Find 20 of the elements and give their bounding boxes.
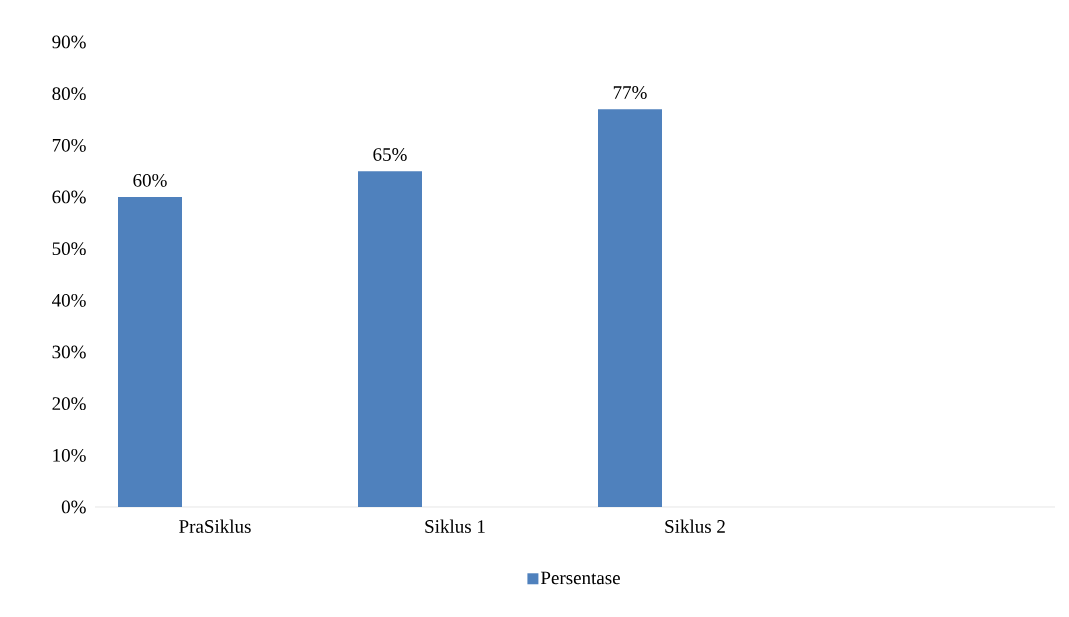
y-tick-label: 90% (52, 35, 86, 49)
data-label: 77% (613, 86, 647, 99)
y-tick-label: 40% (52, 293, 86, 307)
y-tick-label: 0% (61, 500, 86, 514)
bar (358, 171, 422, 507)
x-tick-label: Siklus 1 (425, 519, 485, 533)
y-tick-label: 20% (52, 397, 86, 411)
y-tick-label: 60% (52, 190, 86, 204)
bar (598, 109, 662, 507)
y-tick-label: 30% (52, 345, 86, 359)
data-label: 65% (373, 148, 407, 161)
y-tick-label: 70% (52, 138, 86, 152)
y-tick-label: 80% (52, 87, 86, 101)
bar (118, 196, 182, 507)
legend-label: Persentase (540, 571, 620, 585)
x-tick-label: PraSiklus (179, 519, 251, 533)
y-tick-label: 10% (53, 448, 86, 462)
y-tick-label: 50% (52, 242, 86, 256)
data-label: 60% (133, 173, 167, 187)
x-tick-label: Siklus 2 (665, 519, 725, 533)
